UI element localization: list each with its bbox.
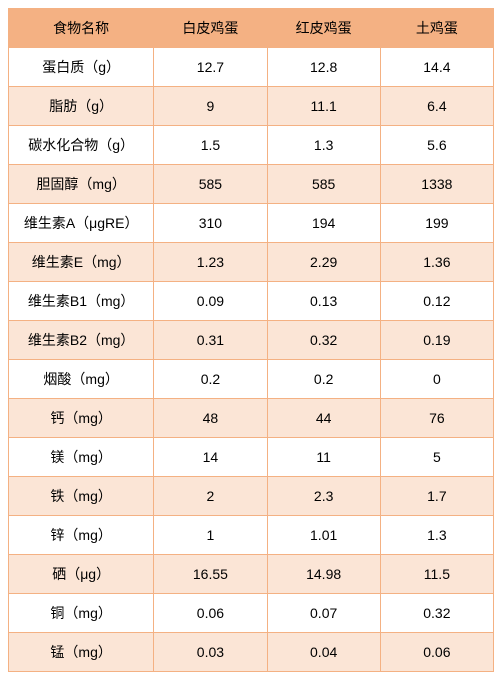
- data-cell: 1.5: [154, 126, 267, 165]
- data-cell: 0.04: [267, 633, 380, 672]
- data-cell: 9: [154, 87, 267, 126]
- data-cell: 0: [380, 360, 493, 399]
- data-cell: 11.5: [380, 555, 493, 594]
- row-label: 胆固醇（mg）: [9, 165, 154, 204]
- data-cell: 1338: [380, 165, 493, 204]
- data-cell: 5: [380, 438, 493, 477]
- data-cell: 1.23: [154, 243, 267, 282]
- table-row: 镁（mg）14115: [9, 438, 494, 477]
- data-cell: 12.8: [267, 48, 380, 87]
- table-row: 维生素A（μgRE）310194199: [9, 204, 494, 243]
- nutrition-table: 食物名称 白皮鸡蛋 红皮鸡蛋 土鸡蛋 蛋白质（g）12.712.814.4脂肪（…: [8, 8, 494, 672]
- data-cell: 0.06: [380, 633, 493, 672]
- row-label: 蛋白质（g）: [9, 48, 154, 87]
- header-cell-col3: 土鸡蛋: [380, 9, 493, 48]
- row-label: 维生素B1（mg）: [9, 282, 154, 321]
- row-label: 脂肪（g）: [9, 87, 154, 126]
- table-row: 维生素B1（mg）0.090.130.12: [9, 282, 494, 321]
- row-label: 铜（mg）: [9, 594, 154, 633]
- data-cell: 310: [154, 204, 267, 243]
- data-cell: 1.3: [380, 516, 493, 555]
- data-cell: 0.32: [267, 321, 380, 360]
- data-cell: 585: [154, 165, 267, 204]
- data-cell: 76: [380, 399, 493, 438]
- data-cell: 2.29: [267, 243, 380, 282]
- data-cell: 0.2: [154, 360, 267, 399]
- data-cell: 14: [154, 438, 267, 477]
- data-cell: 11.1: [267, 87, 380, 126]
- data-cell: 0.03: [154, 633, 267, 672]
- row-label: 铁（mg）: [9, 477, 154, 516]
- data-cell: 11: [267, 438, 380, 477]
- table-row: 烟酸（mg）0.20.20: [9, 360, 494, 399]
- data-cell: 16.55: [154, 555, 267, 594]
- data-cell: 0.06: [154, 594, 267, 633]
- table-row: 维生素B2（mg）0.310.320.19: [9, 321, 494, 360]
- table-row: 蛋白质（g）12.712.814.4: [9, 48, 494, 87]
- header-cell-col1: 白皮鸡蛋: [154, 9, 267, 48]
- data-cell: 6.4: [380, 87, 493, 126]
- data-cell: 14.98: [267, 555, 380, 594]
- data-cell: 44: [267, 399, 380, 438]
- data-cell: 0.32: [380, 594, 493, 633]
- table-row: 胆固醇（mg）5855851338: [9, 165, 494, 204]
- row-label: 碳水化合物（g）: [9, 126, 154, 165]
- row-label: 维生素B2（mg）: [9, 321, 154, 360]
- data-cell: 0.09: [154, 282, 267, 321]
- row-label: 维生素A（μgRE）: [9, 204, 154, 243]
- data-cell: 1: [154, 516, 267, 555]
- table-row: 维生素E（mg）1.232.291.36: [9, 243, 494, 282]
- data-cell: 1.3: [267, 126, 380, 165]
- row-label: 锌（mg）: [9, 516, 154, 555]
- table-row: 铜（mg）0.060.070.32: [9, 594, 494, 633]
- data-cell: 1.36: [380, 243, 493, 282]
- row-label: 锰（mg）: [9, 633, 154, 672]
- table-row: 碳水化合物（g）1.51.35.6: [9, 126, 494, 165]
- data-cell: 1.7: [380, 477, 493, 516]
- table-body: 蛋白质（g）12.712.814.4脂肪（g）911.16.4碳水化合物（g）1…: [9, 48, 494, 672]
- table-row: 脂肪（g）911.16.4: [9, 87, 494, 126]
- table-row: 锰（mg）0.030.040.06: [9, 633, 494, 672]
- data-cell: 0.12: [380, 282, 493, 321]
- data-cell: 2.3: [267, 477, 380, 516]
- row-label: 钙（mg）: [9, 399, 154, 438]
- data-cell: 0.31: [154, 321, 267, 360]
- data-cell: 0.2: [267, 360, 380, 399]
- data-cell: 14.4: [380, 48, 493, 87]
- data-cell: 0.07: [267, 594, 380, 633]
- header-cell-col2: 红皮鸡蛋: [267, 9, 380, 48]
- data-cell: 5.6: [380, 126, 493, 165]
- data-cell: 12.7: [154, 48, 267, 87]
- row-label: 硒（μg）: [9, 555, 154, 594]
- table-row: 铁（mg）22.31.7: [9, 477, 494, 516]
- table-row: 锌（mg）11.011.3: [9, 516, 494, 555]
- data-cell: 194: [267, 204, 380, 243]
- data-cell: 0.19: [380, 321, 493, 360]
- data-cell: 199: [380, 204, 493, 243]
- row-label: 镁（mg）: [9, 438, 154, 477]
- header-row: 食物名称 白皮鸡蛋 红皮鸡蛋 土鸡蛋: [9, 9, 494, 48]
- data-cell: 585: [267, 165, 380, 204]
- header-cell-name: 食物名称: [9, 9, 154, 48]
- data-cell: 2: [154, 477, 267, 516]
- row-label: 烟酸（mg）: [9, 360, 154, 399]
- data-cell: 0.13: [267, 282, 380, 321]
- table-row: 硒（μg）16.5514.9811.5: [9, 555, 494, 594]
- row-label: 维生素E（mg）: [9, 243, 154, 282]
- data-cell: 48: [154, 399, 267, 438]
- data-cell: 1.01: [267, 516, 380, 555]
- table-row: 钙（mg）484476: [9, 399, 494, 438]
